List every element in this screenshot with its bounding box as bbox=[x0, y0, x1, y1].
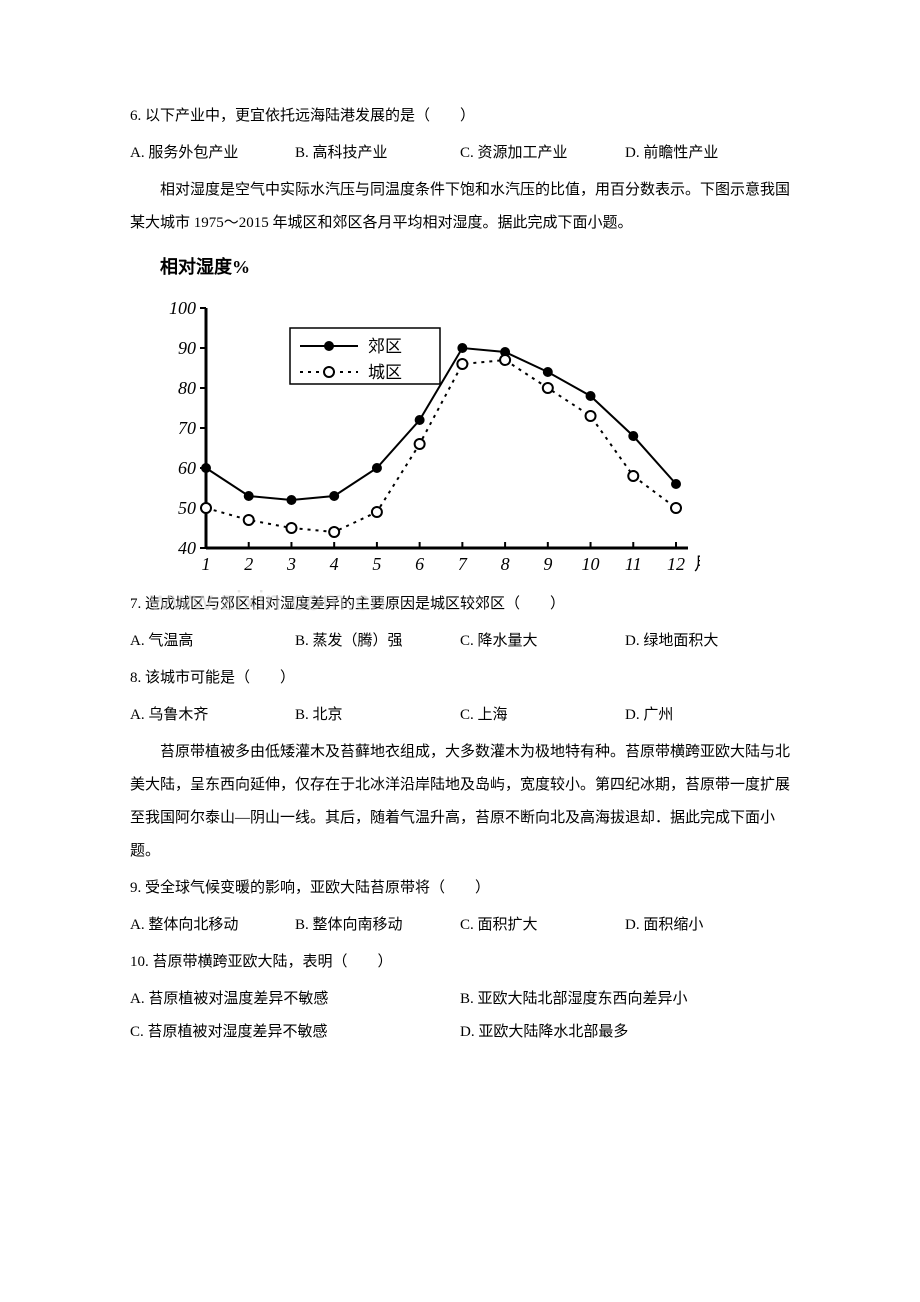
question-9-options: A. 整体向北移动 B. 整体向南移动 C. 面积扩大 D. 面积缩小 bbox=[130, 909, 790, 942]
q7-option-c: C. 降水量大 bbox=[460, 625, 625, 658]
svg-text:70: 70 bbox=[178, 418, 196, 438]
svg-text:8: 8 bbox=[501, 554, 510, 574]
question-10-options: A. 苔原植被对温度差异不敏感 B. 亚欧大陆北部湿度东西向差异小 C. 苔原植… bbox=[130, 983, 790, 1049]
svg-text:城区: 城区 bbox=[368, 363, 402, 382]
svg-text:80: 80 bbox=[178, 378, 196, 398]
svg-text:5: 5 bbox=[372, 554, 381, 574]
svg-text:9: 9 bbox=[543, 554, 552, 574]
svg-text:3: 3 bbox=[286, 554, 296, 574]
question-8-text: 8. 该城市可能是（ ） bbox=[130, 670, 295, 686]
humidity-chart: 相对湿度% 405060708090100123456789101112月郊区城… bbox=[160, 248, 790, 588]
svg-text:40: 40 bbox=[178, 538, 196, 558]
q10-option-a: A. 苔原植被对温度差异不敏感 bbox=[130, 983, 460, 1016]
question-7-text: 7. 造成城区与郊区相对湿度差异的主要原因是城区较郊区（ ） bbox=[130, 596, 565, 612]
q6-option-b: B. 高科技产业 bbox=[295, 137, 460, 170]
svg-text:2: 2 bbox=[244, 554, 253, 574]
question-9: 9. 受全球气候变暖的影响，亚欧大陆苔原带将（ ） bbox=[130, 872, 790, 905]
question-6-text: 6. 以下产业中，更宜依托远海陆港发展的是（ ） bbox=[130, 108, 475, 124]
q7-option-a: A. 气温高 bbox=[130, 625, 295, 658]
q9-option-b: B. 整体向南移动 bbox=[295, 909, 460, 942]
question-10-text: 10. 苔原带横跨亚欧大陆，表明（ ） bbox=[130, 954, 393, 970]
question-7: www.zixin.com.cn 7. 造成城区与郊区相对湿度差异的主要原因是城… bbox=[130, 588, 790, 621]
q10-option-c: C. 苔原植被对湿度差异不敏感 bbox=[130, 1016, 460, 1049]
q9-option-c: C. 面积扩大 bbox=[460, 909, 625, 942]
question-9-text: 9. 受全球气候变暖的影响，亚欧大陆苔原带将（ ） bbox=[130, 880, 490, 896]
svg-text:12: 12 bbox=[667, 554, 685, 574]
svg-text:4: 4 bbox=[330, 554, 339, 574]
q7-option-d: D. 绿地面积大 bbox=[625, 625, 790, 658]
q6-option-c: C. 资源加工产业 bbox=[460, 137, 625, 170]
svg-text:60: 60 bbox=[178, 458, 196, 478]
question-6-options: A. 服务外包产业 B. 高科技产业 C. 资源加工产业 D. 前瞻性产业 bbox=[130, 137, 790, 170]
passage-humidity: 相对湿度是空气中实际水汽压与同温度条件下饱和水汽压的比值，用百分数表示。下图示意… bbox=[130, 174, 790, 240]
question-10: 10. 苔原带横跨亚欧大陆，表明（ ） bbox=[130, 946, 790, 979]
svg-text:50: 50 bbox=[178, 498, 196, 518]
humidity-chart-svg: 405060708090100123456789101112月郊区城区 bbox=[160, 288, 700, 588]
chart-title: 相对湿度% bbox=[160, 248, 790, 288]
q10-option-d: D. 亚欧大陆降水北部最多 bbox=[460, 1016, 790, 1049]
question-6: 6. 以下产业中，更宜依托远海陆港发展的是（ ） bbox=[130, 100, 790, 133]
q8-option-c: C. 上海 bbox=[460, 699, 625, 732]
q8-option-a: A. 乌鲁木齐 bbox=[130, 699, 295, 732]
svg-text:7: 7 bbox=[458, 554, 468, 574]
svg-text:11: 11 bbox=[625, 554, 642, 574]
svg-text:1: 1 bbox=[202, 554, 211, 574]
q8-option-b: B. 北京 bbox=[295, 699, 460, 732]
svg-text:10: 10 bbox=[582, 554, 600, 574]
question-8: 8. 该城市可能是（ ） bbox=[130, 662, 790, 695]
svg-text:90: 90 bbox=[178, 338, 196, 358]
svg-text:月: 月 bbox=[694, 554, 700, 574]
q6-option-a: A. 服务外包产业 bbox=[130, 137, 295, 170]
svg-text:6: 6 bbox=[415, 554, 424, 574]
svg-text:100: 100 bbox=[169, 298, 196, 318]
question-8-options: A. 乌鲁木齐 B. 北京 C. 上海 D. 广州 bbox=[130, 699, 790, 732]
q8-option-d: D. 广州 bbox=[625, 699, 790, 732]
q7-option-b: B. 蒸发（腾）强 bbox=[295, 625, 460, 658]
q6-option-d: D. 前瞻性产业 bbox=[625, 137, 790, 170]
q9-option-a: A. 整体向北移动 bbox=[130, 909, 295, 942]
question-7-options: A. 气温高 B. 蒸发（腾）强 C. 降水量大 D. 绿地面积大 bbox=[130, 625, 790, 658]
svg-text:郊区: 郊区 bbox=[368, 337, 402, 356]
passage-tundra: 苔原带植被多由低矮灌木及苔藓地衣组成，大多数灌木为极地特有种。苔原带横跨亚欧大陆… bbox=[130, 736, 790, 868]
q9-option-d: D. 面积缩小 bbox=[625, 909, 790, 942]
q10-option-b: B. 亚欧大陆北部湿度东西向差异小 bbox=[460, 983, 790, 1016]
